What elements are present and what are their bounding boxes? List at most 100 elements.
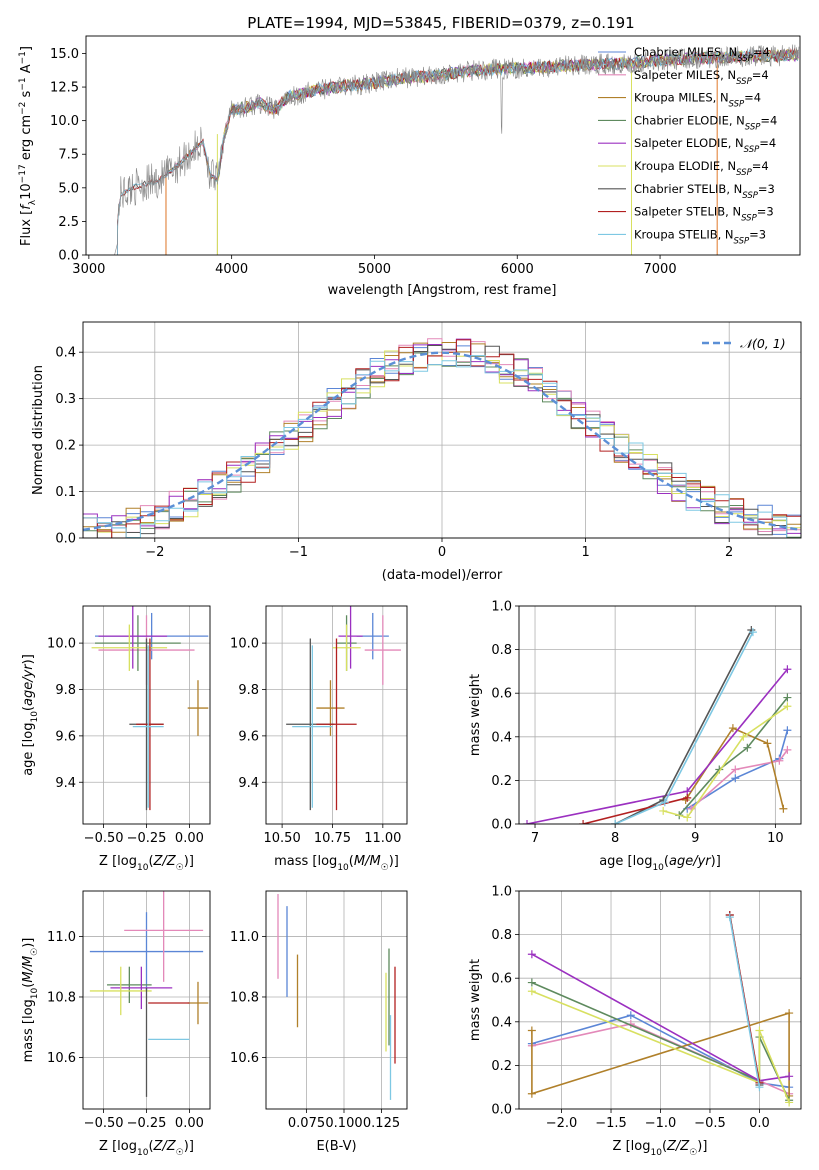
- plot-area: [83, 338, 801, 538]
- plot-frame: [82, 321, 802, 539]
- mass-vs-reddening-plot: 0.075 0.100 0.125 10.6 10.8 11.0 E(B-V): [230, 890, 408, 1154]
- y-tick-label: 1.0: [491, 600, 512, 615]
- y-tick-label: 9.6: [55, 729, 76, 744]
- y-tick-label: 10.6: [230, 1051, 259, 1066]
- mass-weight-line: [531, 990, 790, 1103]
- legend-label: Chabrier STELIB, NSSP=3: [634, 182, 775, 201]
- mass-weight-marker: [775, 756, 784, 765]
- mass-weight-line: [686, 730, 789, 810]
- y-tick-label: 9.4: [238, 776, 259, 791]
- y-tick-label: 11.0: [230, 930, 259, 945]
- mass-weight-marker: [527, 950, 536, 959]
- plot-frame: [265, 890, 408, 1110]
- x-tick-label: 2: [725, 545, 733, 560]
- y-tick-label: 5.0: [58, 181, 79, 196]
- mass-weight-marker: [785, 1098, 794, 1107]
- x-tick-label: 11.00: [364, 831, 401, 846]
- mass-weight-marker: [783, 726, 792, 735]
- mass-weight-marker: [747, 625, 756, 634]
- mass-weight-marker: [660, 798, 669, 807]
- mass-weight-marker: [681, 796, 690, 805]
- mass-weight-marker: [783, 665, 792, 674]
- plot-area: [527, 910, 794, 1107]
- y-tick-label: 9.8: [238, 683, 259, 698]
- plot-area: [114, 44, 800, 255]
- mass-weight-marker: [527, 1089, 536, 1098]
- mass-weight-line: [684, 727, 785, 809]
- histogram-step-line: [83, 355, 801, 538]
- plot-area: [89, 891, 209, 1097]
- age-vs-mass-plot: 10.50 10.75 11.00 9.4 9.6 9.8 10.0 mass [log10(…: [230, 605, 408, 873]
- x-axis-label: wavelength [Angstrom, rest frame]: [328, 283, 557, 298]
- y-tick-label: 10.0: [50, 114, 79, 129]
- mass-weight-line: [531, 1012, 790, 1096]
- x-tick-label: 0: [438, 545, 446, 560]
- legend-label: Salpeter MILES, NSSP=4: [634, 68, 769, 87]
- x-tick-label: 10: [767, 831, 784, 846]
- mass-weight-marker: [611, 820, 620, 824]
- x-tick-label: −2.0: [546, 1116, 578, 1131]
- x-tick-label: −0.25: [127, 1116, 167, 1131]
- x-tick-label: 7: [531, 831, 539, 846]
- legend-label: Kroupa MILES, NSSP=4: [634, 91, 761, 110]
- mass-weight-marker: [785, 1009, 794, 1018]
- spectrum-plot: 3000 4000 5000 6000 7000 0.0 2.5 5.0 7.5 10.0 12.5…: [18, 35, 801, 298]
- y-axis-label: Normed distribution: [31, 365, 46, 495]
- y-tick-label: 0.4: [55, 346, 76, 361]
- mass-weight-marker: [783, 702, 792, 711]
- y-axis-label: mass weight: [468, 959, 483, 1041]
- y-tick-label: 0.6: [491, 972, 512, 987]
- y-tick-label: 0.6: [491, 687, 512, 702]
- figure-title: PLATE=1994, MJD=53845, FIBERID=0379, z=0…: [247, 14, 634, 32]
- x-tick-label: 0.100: [325, 1116, 362, 1131]
- x-tick-label: −0.50: [84, 1116, 124, 1131]
- mass-weight-marker: [731, 765, 740, 774]
- y-tick-label: 9.4: [55, 776, 76, 791]
- x-axis-label: Z [log10(Z/Z☉)]: [99, 1139, 194, 1158]
- mass-weight-marker: [783, 693, 792, 702]
- y-tick-label: 10.0: [230, 637, 259, 652]
- mass-weight-marker: [527, 1026, 536, 1035]
- y-tick-label: 0.0: [491, 1103, 512, 1118]
- mass-weight-line: [582, 797, 688, 824]
- x-tick-label: −2: [145, 545, 164, 560]
- normal-reference-curve: [83, 351, 801, 532]
- legend-label: 𝒩(0, 1): [740, 336, 786, 351]
- mass-weight-marker: [683, 793, 692, 802]
- mass-weight-marker: [626, 1011, 635, 1020]
- mass-weight-marker: [755, 1026, 764, 1035]
- x-tick-label: 0.0: [749, 1116, 770, 1131]
- x-axis-label: age [log10(age/yr)]: [599, 854, 721, 873]
- x-tick-label: 9: [691, 831, 699, 846]
- mass-weight-marker: [659, 806, 668, 815]
- mass-weight-marker: [748, 628, 757, 637]
- x-tick-label: 0.00: [175, 1116, 204, 1131]
- x-axis-label: E(B-V): [316, 1139, 356, 1154]
- mass-weight-marker: [579, 820, 588, 824]
- mass-weight-line: [678, 697, 789, 816]
- mass-vs-metallicity-plot: −0.50 −0.25 0.00 10.6 10.8 11.0 Z [log10(Z/Z☉)…: [21, 890, 211, 1158]
- y-tick-label: 1.0: [491, 885, 512, 900]
- y-axis-label: mass weight: [468, 674, 483, 756]
- plot-frame: [518, 890, 802, 1110]
- mass-weight-line: [531, 1014, 790, 1088]
- mass-weight-marker: [785, 1072, 794, 1081]
- x-tick-label: 3000: [72, 262, 105, 277]
- y-tick-label: 0.8: [491, 928, 512, 943]
- y-tick-label: 7.5: [58, 148, 79, 163]
- plot-frame: [265, 605, 408, 825]
- mass-weight-marker: [779, 804, 788, 813]
- x-tick-label: −1: [289, 545, 308, 560]
- y-tick-label: 0.0: [491, 818, 512, 833]
- mass-weight-marker: [743, 743, 752, 752]
- age-vs-metallicity-plot: −0.50 −0.25 0.00 9.4 9.6 9.8 10.0 Z [log10(Z/Z☉…: [21, 605, 211, 873]
- y-tick-label: 0.0: [58, 249, 79, 264]
- mass-weight-marker: [739, 732, 748, 741]
- y-tick-label: 10.8: [47, 990, 76, 1005]
- plot-area: [523, 625, 792, 824]
- x-tick-label: −1.0: [645, 1116, 677, 1131]
- y-tick-label: 10.8: [230, 990, 259, 1005]
- x-axis-label: mass [log10(M/M☉)]: [274, 854, 399, 873]
- plot-frame: [518, 605, 802, 825]
